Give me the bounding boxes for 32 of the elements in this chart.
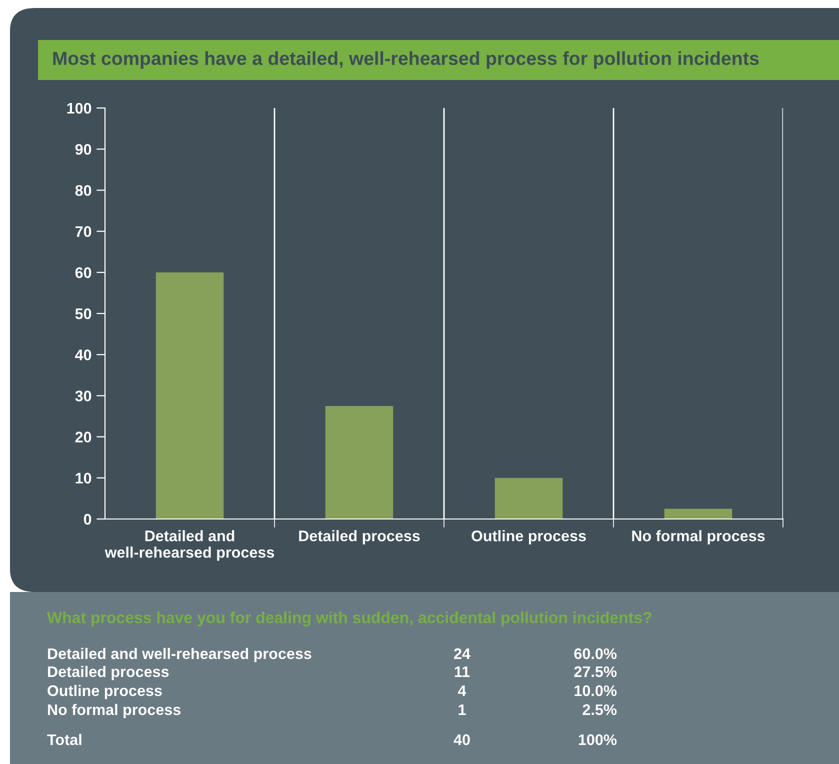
y-tick-label: 20 <box>75 432 92 442</box>
y-tick-label: 80 <box>75 185 92 196</box>
text: 27.5% <box>574 666 617 678</box>
text: 1 <box>458 704 466 715</box>
x-tick-label: Detailed and well-rehearsed process <box>104 530 274 561</box>
y-tick-label: 90 <box>75 144 92 155</box>
text: Total <box>47 734 82 746</box>
text: 100% <box>578 734 617 746</box>
y-tick-label: 50 <box>75 308 92 320</box>
y-tick-label: 0 <box>84 514 92 525</box>
category-label: No formal process <box>48 704 181 718</box>
category-label: Detailed and well-rehearsed process <box>48 648 312 662</box>
text: 4 <box>458 685 466 696</box>
y-tick-label: 100 <box>67 102 92 114</box>
x-tick-label: Outline process <box>472 530 586 544</box>
category-label: Detailed process <box>48 666 169 680</box>
y-tick-label: 10 <box>76 472 92 484</box>
x-tick-label: Detailed process <box>299 530 420 544</box>
text: 40 <box>454 734 470 746</box>
text: 24 <box>454 648 470 659</box>
y-tick-label: 60 <box>75 267 92 278</box>
text: What process have you for dealing with sudden, accidental pollution incidents? <box>47 612 652 626</box>
y-tick-label: 40 <box>75 349 92 360</box>
y-tick-label: 30 <box>75 390 92 402</box>
text: 60.0% <box>574 648 617 660</box>
category-label: Outline process <box>48 684 162 700</box>
y-tick-label: 70 <box>75 226 92 237</box>
x-tick-label: No formal process <box>632 530 765 544</box>
text: 11 <box>454 666 470 677</box>
text: 2.5% <box>582 704 617 716</box>
text: 10.0% <box>574 685 617 696</box>
chart-title: Most companies have a detailed, well-rehearsed process for pollution incidents <box>53 51 759 69</box>
